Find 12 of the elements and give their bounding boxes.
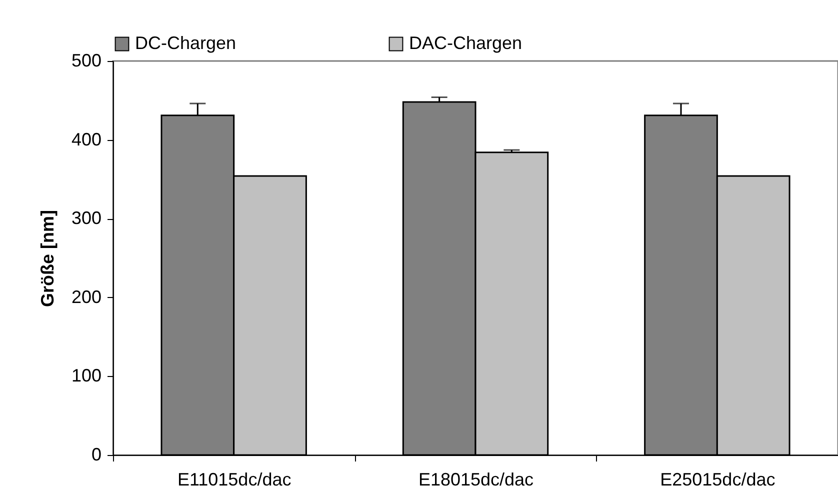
y-tick-label: 200 xyxy=(71,286,102,307)
legend-label: DC-Chargen xyxy=(135,33,236,53)
x-tick-label: E25015dc/dac xyxy=(660,470,776,490)
y-tick-label: 300 xyxy=(71,208,102,228)
y-tick-label: 400 xyxy=(71,129,102,150)
y-tick-label: 500 xyxy=(71,50,102,70)
y-tick-label: 100 xyxy=(71,366,102,386)
x-tick-label: E18015dc/dac xyxy=(418,470,534,490)
y-axis-title: Größe [nm] xyxy=(37,210,58,307)
x-tick-label: E11015dc/dac xyxy=(177,470,292,490)
y-tick-label: 0 xyxy=(91,444,102,464)
legend-label: DAC-Chargen xyxy=(409,33,522,53)
